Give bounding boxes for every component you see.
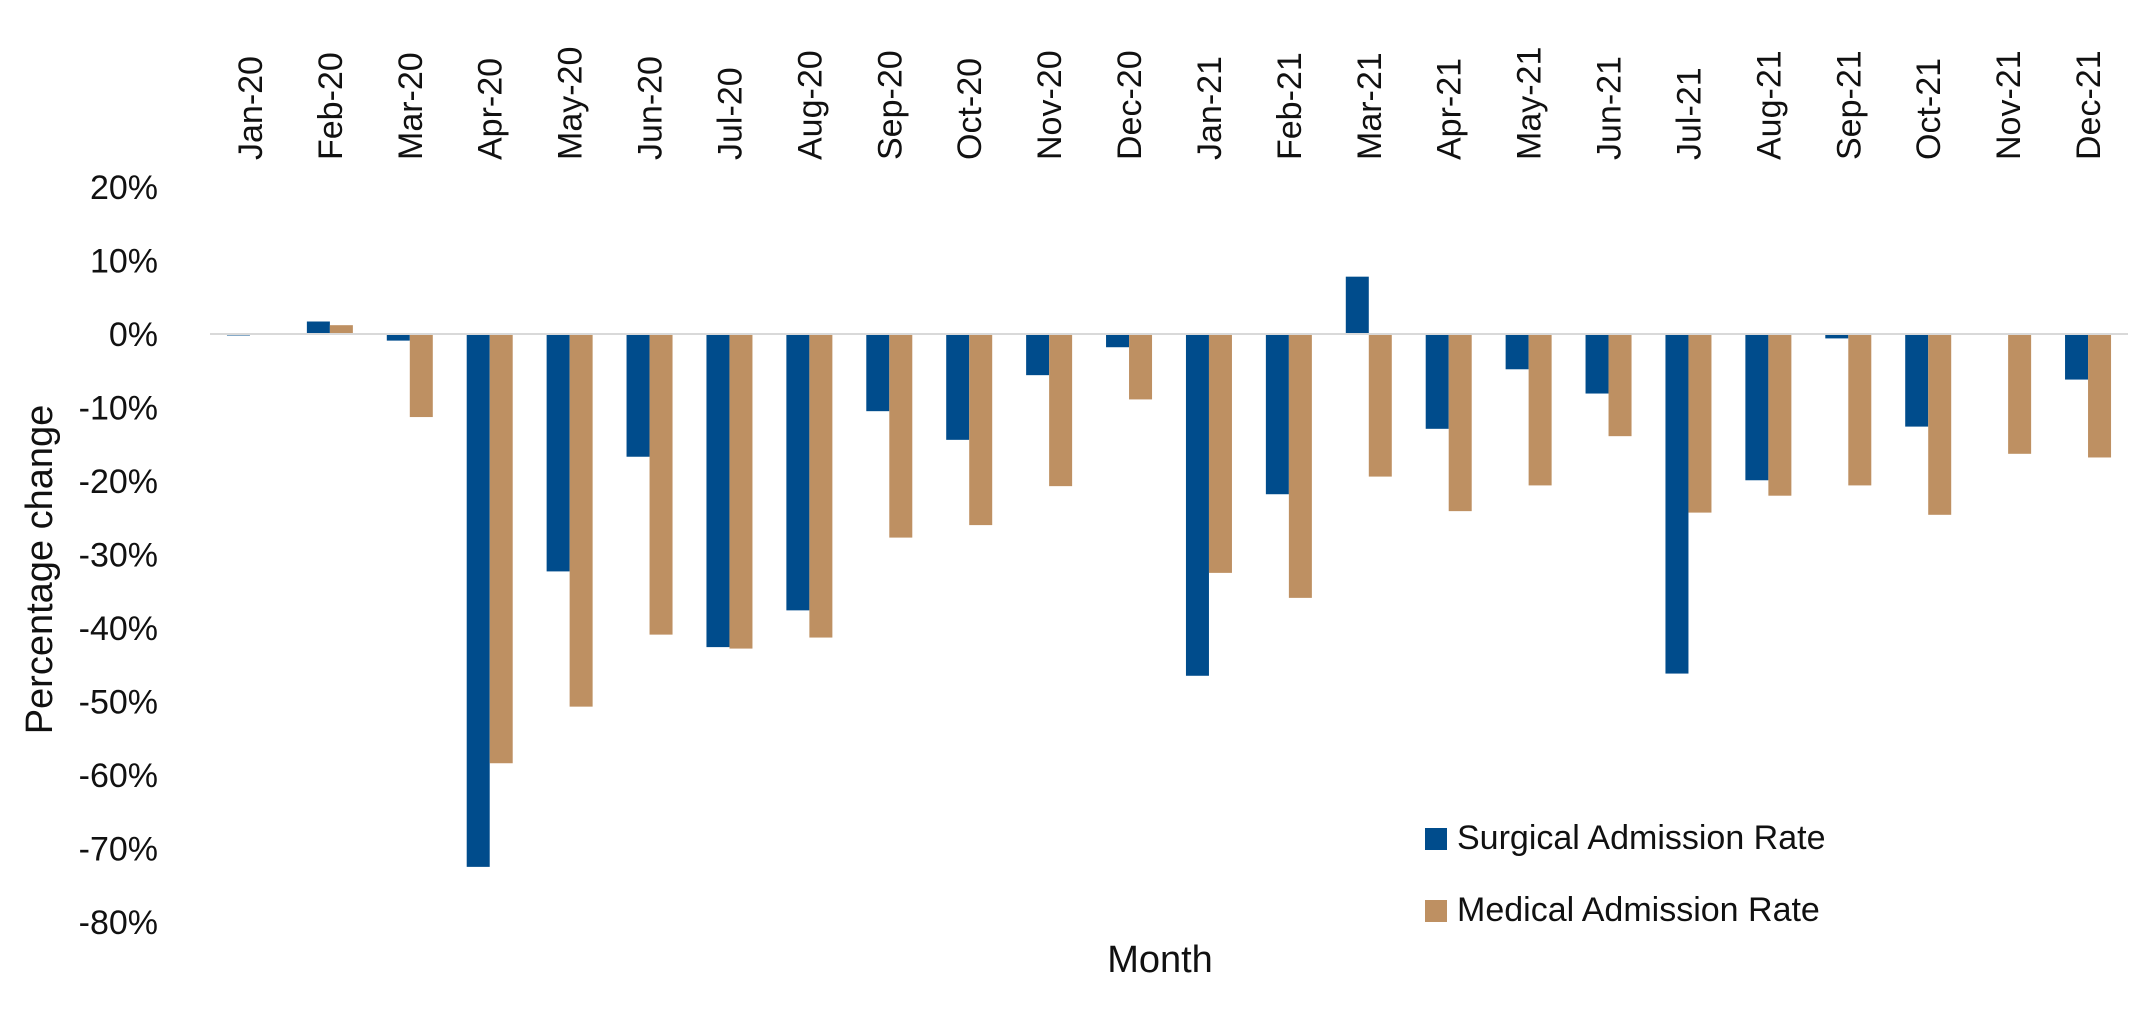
x-tick-label: Sep-20	[871, 50, 909, 160]
bar-medical-oct-20	[969, 334, 993, 526]
bar-medical-aug-20	[809, 334, 833, 638]
y-tick-label: -20%	[79, 463, 158, 501]
bar-surgical-mar-20	[386, 334, 410, 341]
bar-medical-jul-21	[1688, 334, 1712, 513]
bar-medical-jun-20	[649, 334, 673, 635]
legend-swatch-surgical	[1425, 828, 1447, 850]
bar-medical-feb-20	[329, 325, 353, 334]
bar-medical-nov-21	[2008, 334, 2032, 454]
x-tick-label: Oct-20	[951, 58, 989, 160]
bar-medical-aug-21	[1768, 334, 1792, 496]
bar-surgical-may-20	[546, 334, 570, 572]
bar-surgical-nov-20	[1026, 334, 1050, 376]
legend-label-medical: Medical Admission Rate	[1457, 891, 1820, 929]
x-tick-label: Sep-21	[1830, 50, 1868, 160]
bar-medical-may-20	[569, 334, 593, 707]
x-tick-label: Mar-21	[1351, 52, 1389, 160]
x-tick-label: Jan-20	[232, 56, 270, 160]
bar-medical-may-21	[1528, 334, 1552, 486]
bar-medical-feb-21	[1288, 334, 1312, 598]
x-tick-label: Feb-20	[312, 52, 350, 160]
bar-surgical-jan-21	[1185, 334, 1209, 676]
y-tick-label: 20%	[90, 169, 158, 207]
bar-surgical-apr-20	[466, 334, 490, 867]
bar-medical-sep-21	[1848, 334, 1872, 486]
x-tick-label: Jun-21	[1591, 56, 1629, 160]
bar-surgical-jun-21	[1585, 334, 1609, 394]
x-tick-label: Jul-21	[1670, 67, 1708, 160]
bar-medical-dec-20	[1129, 334, 1153, 400]
x-tick-label: Nov-21	[1990, 50, 2028, 160]
bar-medical-oct-21	[1928, 334, 1952, 515]
x-tick-label: Dec-21	[2070, 50, 2108, 160]
bar-surgical-dec-21	[2065, 334, 2089, 380]
bar-medical-mar-21	[1368, 334, 1392, 477]
x-tick-label: Jul-20	[711, 67, 749, 160]
bar-surgical-feb-21	[1265, 334, 1289, 495]
y-tick-label: -80%	[79, 904, 158, 942]
bar-surgical-aug-20	[786, 334, 810, 611]
bar-surgical-mar-21	[1345, 276, 1369, 334]
bar-surgical-jul-20	[706, 334, 730, 648]
x-tick-label: May-21	[1511, 47, 1549, 160]
bar-medical-apr-21	[1448, 334, 1472, 512]
x-tick-label: Feb-21	[1271, 52, 1309, 160]
bar-surgical-jun-20	[626, 334, 650, 457]
bar-medical-sep-20	[889, 334, 913, 538]
x-tick-label: Dec-20	[1111, 50, 1149, 160]
y-tick-label: 10%	[90, 243, 158, 281]
x-tick-label: Nov-20	[1031, 50, 1069, 160]
bar-medical-nov-20	[1049, 334, 1073, 487]
bar-medical-jul-20	[729, 334, 753, 649]
x-tick-label: Apr-21	[1431, 58, 1469, 160]
y-tick-label: -50%	[79, 684, 158, 722]
y-tick-label: -10%	[79, 390, 158, 428]
bar-surgical-sep-21	[1825, 334, 1849, 339]
bar-medical-jan-21	[1208, 334, 1232, 573]
bar-medical-apr-20	[489, 334, 513, 764]
bar-medical-dec-21	[2088, 334, 2112, 458]
y-axis-ticks: 20% 10% 0% -10% -20% -30% -40% -50% -60% -70% -80%	[79, 169, 158, 942]
bar-surgical-sep-20	[866, 334, 890, 412]
bars	[226, 276, 2112, 867]
bar-medical-jun-21	[1608, 334, 1632, 437]
y-tick-label: -70%	[79, 831, 158, 869]
bar-surgical-may-21	[1505, 334, 1529, 370]
bar-medical-mar-20	[409, 334, 433, 418]
x-axis-ticks: Jan-20 Feb-20 Mar-20 Apr-20 May-20 Jun-20 Jul-…	[232, 47, 2108, 160]
bar-surgical-apr-21	[1425, 334, 1449, 429]
bar-surgical-aug-21	[1745, 334, 1769, 481]
y-tick-label: -40%	[79, 610, 158, 648]
y-axis-title: Percentage change	[19, 405, 61, 735]
bar-surgical-oct-21	[1905, 334, 1929, 427]
x-tick-label: Jan-21	[1191, 56, 1229, 160]
bar-surgical-feb-20	[306, 321, 330, 334]
x-tick-label: Oct-21	[1910, 58, 1948, 160]
x-tick-label: Jun-20	[632, 56, 670, 160]
x-tick-label: May-20	[552, 47, 590, 160]
legend-swatch-medical	[1425, 900, 1447, 922]
x-tick-label: Aug-20	[791, 50, 829, 160]
x-axis-title: Month	[1107, 939, 1213, 981]
x-tick-label: Apr-20	[472, 58, 510, 160]
x-tick-label: Mar-20	[392, 52, 430, 160]
bar-surgical-jul-21	[1665, 334, 1689, 674]
bar-surgical-oct-20	[946, 334, 970, 440]
x-tick-label: Aug-21	[1750, 50, 1788, 160]
y-tick-label: -60%	[79, 757, 158, 795]
y-tick-label: -30%	[79, 537, 158, 575]
y-tick-label: 0%	[109, 316, 158, 354]
bar-surgical-dec-20	[1106, 334, 1130, 348]
legend: Surgical Admission Rate Medical Admission…	[1425, 819, 1826, 929]
legend-label-surgical: Surgical Admission Rate	[1457, 819, 1826, 857]
